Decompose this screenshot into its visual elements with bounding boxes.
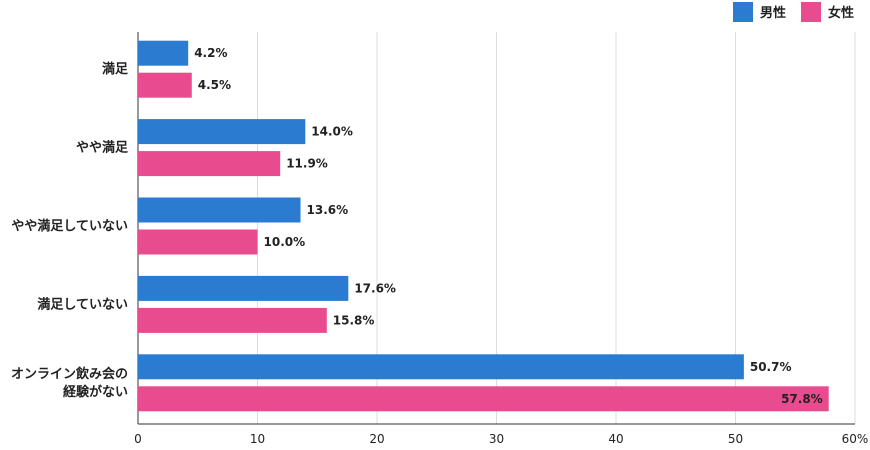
bar — [138, 307, 327, 333]
data-label: 13.6% — [307, 203, 349, 217]
bars — [138, 40, 829, 412]
category-label: オンライン飲み会の — [11, 366, 128, 382]
legend-label: 女性 — [828, 5, 854, 21]
data-label: 4.2% — [194, 46, 227, 60]
data-labels: 4.2% 4.5% 14.0% 11.9% 13.6% 10.0% 17.6% 15.8% 50… — [194, 46, 823, 406]
bar — [138, 275, 349, 301]
x-tick-label: 0 — [134, 432, 142, 446]
data-label: 14.0% — [311, 125, 353, 139]
bar — [138, 40, 189, 66]
category-label: やや満足 — [76, 140, 129, 156]
data-label: 4.5% — [198, 78, 231, 92]
bar — [138, 229, 258, 255]
category-label: やや満足していない — [11, 218, 128, 234]
bar — [138, 354, 744, 380]
legend-swatch — [733, 2, 753, 22]
category-label: 満足 — [102, 61, 129, 77]
bar — [138, 386, 829, 412]
bar — [138, 72, 192, 98]
data-label: 57.8% — [781, 392, 823, 406]
legend-label: 男性 — [760, 5, 786, 21]
x-tick-label: 20 — [369, 432, 384, 446]
data-label: 17.6% — [354, 281, 396, 295]
x-tick-label: 30 — [489, 432, 504, 446]
data-label: 10.0% — [264, 235, 306, 249]
x-axis-ticks: 0 10 20 30 40 50 60% — [134, 432, 868, 446]
x-tick-label: 40 — [608, 432, 623, 446]
legend: 男性 女性 — [733, 2, 854, 22]
x-tick-label: 10 — [250, 432, 265, 446]
data-label: 15.8% — [333, 313, 375, 327]
category-label: 経験がない — [63, 384, 128, 400]
bar — [138, 151, 281, 177]
bar — [138, 119, 306, 145]
legend-swatch — [801, 2, 821, 22]
x-tick-label: 50 — [728, 432, 743, 446]
bar — [138, 197, 301, 223]
data-label: 50.7% — [750, 360, 792, 374]
category-label: 満足していない — [37, 296, 128, 312]
x-tick-label: 60% — [842, 432, 869, 446]
data-label: 11.9% — [286, 157, 328, 171]
